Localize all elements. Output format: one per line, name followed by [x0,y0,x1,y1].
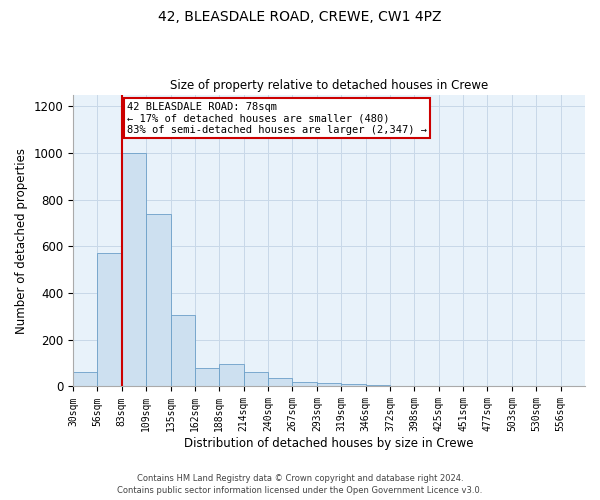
Bar [317,383,341,386]
Text: Contains HM Land Registry data © Crown copyright and database right 2024.
Contai: Contains HM Land Registry data © Crown c… [118,474,482,495]
Y-axis label: Number of detached properties: Number of detached properties [15,148,28,334]
Text: 42 BLEASDALE ROAD: 78sqm
← 17% of detached houses are smaller (480)
83% of semi-: 42 BLEASDALE ROAD: 78sqm ← 17% of detach… [127,102,427,135]
Title: Size of property relative to detached houses in Crewe: Size of property relative to detached ho… [170,79,488,92]
Bar [146,214,170,386]
Bar [244,372,268,386]
Bar [195,368,220,386]
X-axis label: Distribution of detached houses by size in Crewe: Distribution of detached houses by size … [184,437,474,450]
Text: 42, BLEASDALE ROAD, CREWE, CW1 4PZ: 42, BLEASDALE ROAD, CREWE, CW1 4PZ [158,10,442,24]
Bar [292,382,317,386]
Bar [170,315,195,386]
Bar [97,254,122,386]
Bar [341,384,365,386]
Bar [73,372,97,386]
Bar [220,364,244,386]
Bar [268,378,292,386]
Bar [122,153,146,386]
